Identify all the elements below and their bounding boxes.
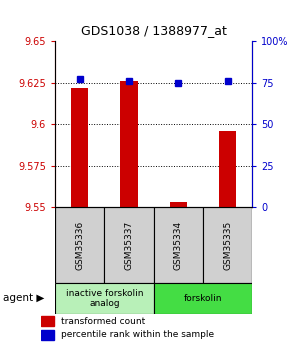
Bar [120,81,138,207]
Bar [154,283,252,314]
Text: GSM35337: GSM35337 [124,220,134,269]
Text: transformed count: transformed count [61,317,145,326]
Text: agent ▶: agent ▶ [3,294,44,303]
Title: GDS1038 / 1388977_at: GDS1038 / 1388977_at [81,24,227,38]
Bar [55,283,154,314]
Text: percentile rank within the sample: percentile rank within the sample [61,331,214,339]
Bar [41,316,54,326]
Bar [203,207,252,283]
Bar [154,207,203,283]
Text: GSM35336: GSM35336 [75,220,84,269]
Text: GSM35334: GSM35334 [174,220,183,269]
Text: GSM35335: GSM35335 [223,220,232,269]
Bar [170,202,187,207]
Text: inactive forskolin
analog: inactive forskolin analog [66,289,143,308]
Bar [41,330,54,340]
Bar [219,131,236,207]
Bar [104,207,154,283]
Bar [71,88,88,207]
Bar [55,207,104,283]
Text: forskolin: forskolin [184,294,222,303]
